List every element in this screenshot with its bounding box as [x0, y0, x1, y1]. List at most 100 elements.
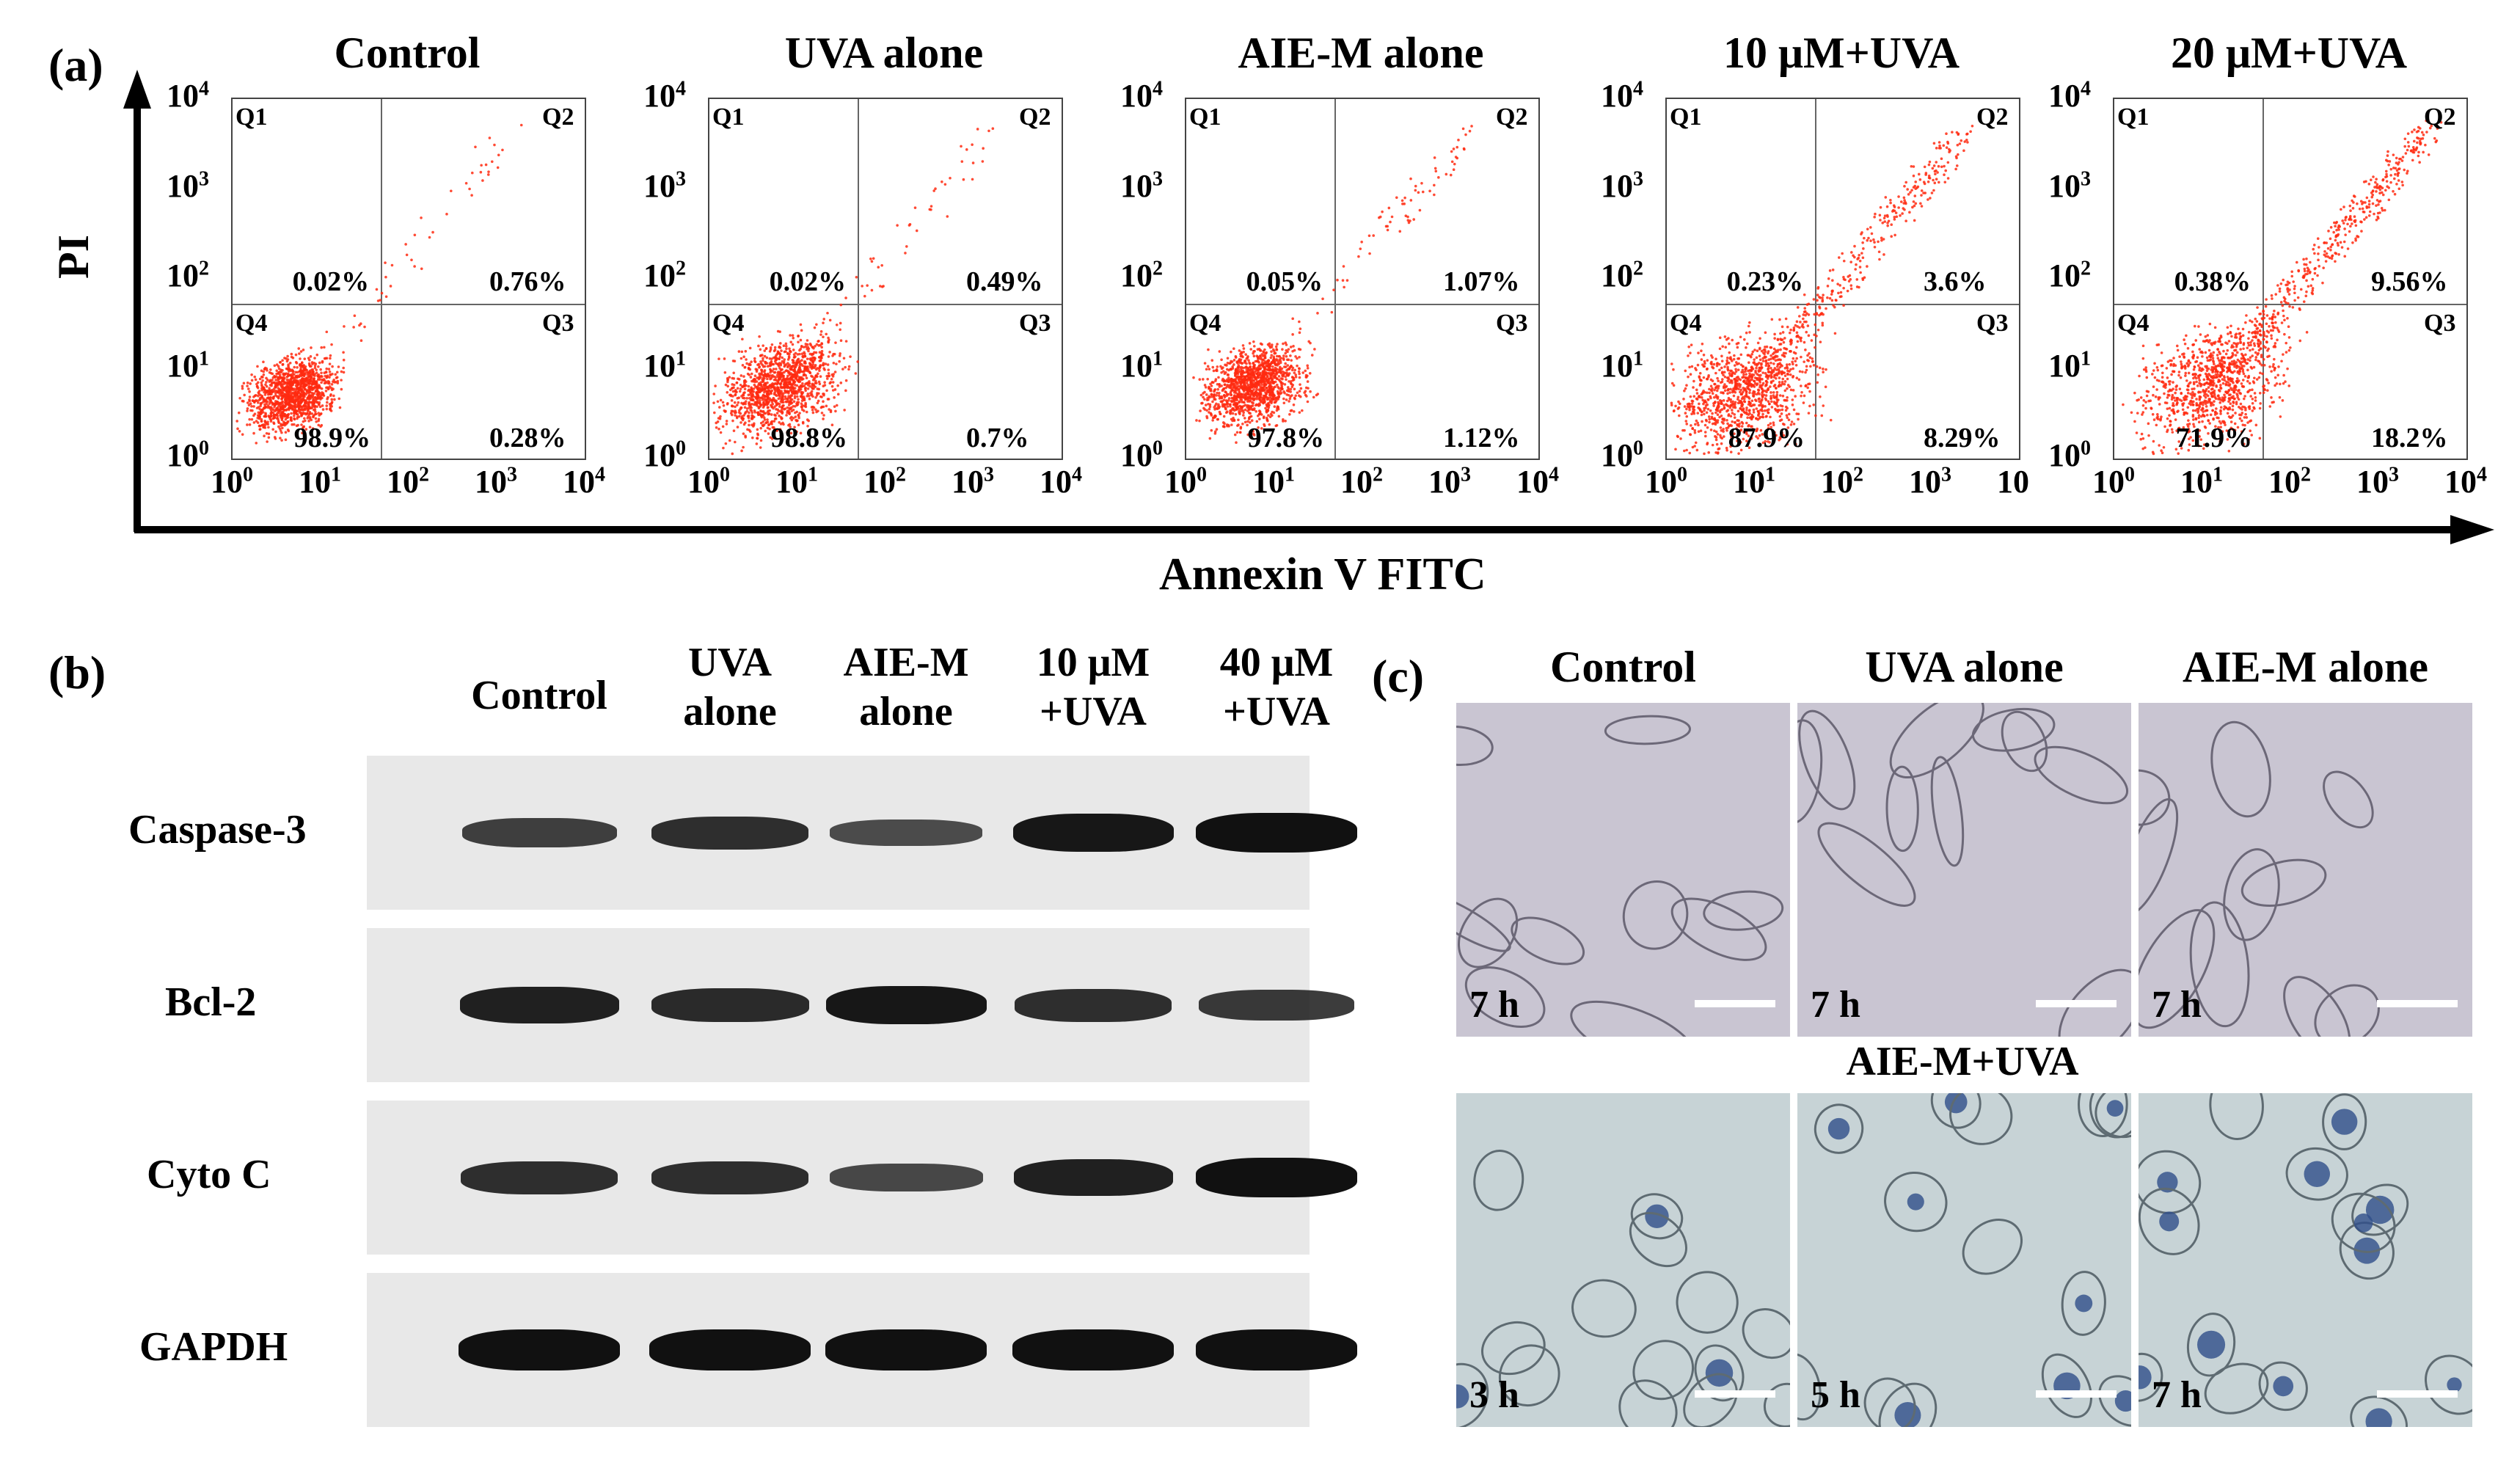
event-dot: [1316, 312, 1319, 315]
event-dot: [1298, 320, 1301, 324]
event-dot: [792, 404, 795, 408]
event-dot: [1238, 376, 1241, 379]
event-dot: [762, 420, 765, 423]
event-dot: [752, 387, 756, 390]
event-dot: [410, 258, 413, 262]
event-dot: [413, 265, 416, 268]
event-dot: [861, 285, 863, 288]
event-dot: [1765, 345, 1769, 348]
event-dot: [278, 381, 281, 384]
event-dot: [1210, 393, 1213, 396]
event-dot: [946, 215, 949, 218]
event-dot: [1687, 354, 1690, 357]
event-dot: [1807, 334, 1811, 337]
event-dot: [1212, 393, 1216, 397]
event-dot: [1298, 376, 1301, 379]
event-dot: [324, 390, 328, 393]
event-dot: [1291, 376, 1294, 379]
event-dot: [1815, 313, 1819, 316]
event-dot: [833, 405, 836, 408]
event-dot: [490, 160, 494, 164]
event-dot: [764, 347, 768, 351]
event-dot: [1210, 359, 1214, 362]
event-dot: [326, 401, 329, 404]
event-dot: [1386, 225, 1389, 228]
event-dot: [1270, 373, 1274, 376]
event-dot: [1265, 361, 1268, 365]
event-dot: [1690, 343, 1693, 346]
event-dot: [765, 375, 768, 378]
event-dot: [1240, 398, 1243, 401]
event-dot: [342, 358, 346, 362]
event-dot: [743, 412, 747, 415]
quadrant-label: Q1: [712, 103, 745, 131]
event-dot: [719, 431, 723, 434]
event-dot: [269, 417, 271, 420]
event-dot: [971, 161, 975, 164]
event-dot: [744, 436, 748, 439]
event-dot: [293, 423, 296, 426]
event-dot: [1277, 375, 1281, 378]
event-dot: [1254, 391, 1257, 395]
event-dot: [1226, 405, 1230, 408]
event-dot: [1873, 216, 1876, 219]
event-dot: [1249, 412, 1252, 415]
event-dot: [1854, 268, 1858, 271]
event-dot: [352, 326, 355, 329]
event-dot: [1802, 401, 1805, 404]
event-dot: [1821, 296, 1824, 299]
event-dot: [782, 344, 786, 347]
event-dot: [1202, 392, 1205, 395]
event-dot: [1846, 289, 1849, 293]
event-dot: [253, 375, 257, 379]
event-dot: [775, 357, 778, 360]
event-dot: [780, 379, 784, 383]
event-dot: [1262, 397, 1266, 401]
event-dot: [1719, 426, 1723, 429]
event-dot: [277, 367, 281, 371]
event-dot: [293, 365, 296, 369]
event-dot: [293, 373, 296, 376]
event-dot: [281, 405, 285, 408]
event-dot: [1730, 436, 1733, 439]
event-dot: [773, 428, 776, 431]
event-dot: [273, 405, 276, 409]
event-dot: [307, 401, 311, 404]
event-dot: [1282, 373, 1285, 376]
event-dot: [1266, 409, 1269, 413]
event-dot: [1205, 409, 1208, 412]
event-dot: [797, 388, 800, 392]
event-dot: [763, 369, 767, 372]
event-dot: [811, 411, 815, 415]
event-dot: [844, 340, 848, 343]
event-dot: [1257, 347, 1261, 351]
x-tick-label: 102: [387, 463, 429, 500]
event-dot: [291, 368, 294, 371]
event-dot: [1723, 375, 1727, 379]
event-dot: [1199, 393, 1203, 397]
event-dot: [1306, 367, 1310, 370]
event-dot: [1711, 443, 1714, 447]
event-dot: [1706, 407, 1710, 411]
event-dot: [788, 380, 792, 383]
event-dot: [1689, 351, 1692, 354]
event-dot: [1849, 278, 1852, 281]
event-dot: [803, 373, 806, 376]
event-dot: [790, 394, 794, 397]
event-dot: [1232, 363, 1235, 366]
event-dot: [313, 392, 316, 395]
event-dot: [255, 442, 258, 445]
event-dot: [1767, 351, 1770, 355]
event-dot: [497, 153, 500, 157]
event-dot: [277, 396, 280, 399]
event-dot: [804, 365, 807, 368]
event-dot: [480, 164, 483, 167]
event-dot: [736, 404, 739, 406]
event-dot: [1219, 365, 1222, 368]
event-dot: [1263, 348, 1266, 351]
event-dot: [830, 384, 834, 388]
event-dot: [481, 179, 484, 182]
event-dot: [1246, 420, 1249, 423]
event-dot: [290, 384, 293, 388]
event-dot: [254, 378, 258, 382]
